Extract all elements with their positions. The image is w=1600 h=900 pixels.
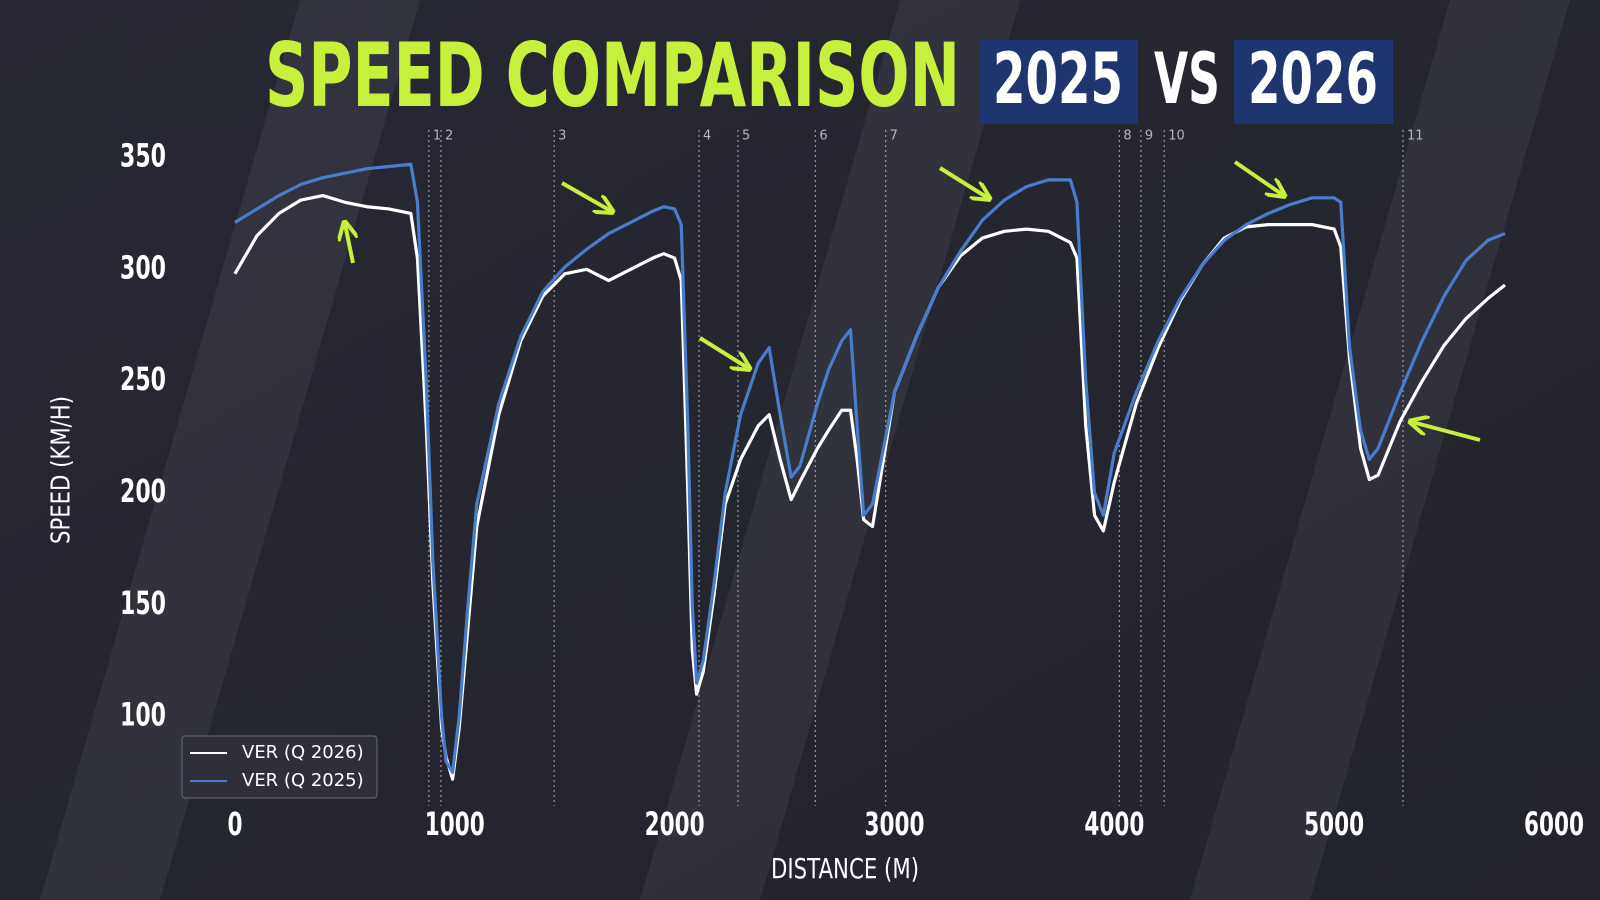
title-badge [979, 40, 1138, 124]
y-tick-label: 300 [120, 248, 166, 286]
y-tick-label: 200 [120, 472, 166, 510]
x-tick-label: 3000 [864, 805, 924, 843]
arrow [938, 166, 988, 198]
plot: 100 150 200 250 300 350 0 1000 2000 3000 4000 5000 6… [120, 129, 1584, 844]
x-axis-label: DISTANCE (M) [771, 852, 919, 885]
arrow [561, 181, 611, 211]
x-tick-label: 5000 [1304, 805, 1364, 843]
corner-label: 6 [819, 129, 827, 144]
legend-label: VER (Q 2025) [242, 770, 364, 791]
arrow [698, 336, 748, 368]
corner-label: 3 [558, 129, 566, 144]
chart-title: SPEED COMPARISON [265, 24, 960, 127]
y-tick-label: 100 [120, 696, 166, 734]
corner-label: 4 [703, 129, 711, 144]
corner-label: 5 [742, 129, 750, 144]
y-tick-label: 250 [120, 360, 166, 398]
y-tick-label: 350 [120, 137, 166, 175]
legend-label: VER (Q 2026) [242, 742, 364, 763]
title-joiner: VS [1154, 38, 1220, 120]
x-tick-label: 2000 [645, 805, 705, 843]
corner-label: 8 [1123, 129, 1131, 144]
title-badge-text: 2026 [1248, 38, 1378, 120]
corner-label: 11 [1407, 129, 1424, 144]
x-tick-label: 0 [227, 805, 242, 843]
corner-label: 10 [1168, 129, 1185, 144]
title-badge-text: 2025 [993, 38, 1123, 120]
corner-label: 1 [433, 129, 441, 144]
corner-label: 7 [890, 129, 898, 144]
title-badge [1234, 40, 1393, 124]
legend-box [181, 735, 378, 799]
x-tick-label: 4000 [1084, 805, 1144, 843]
arrow [345, 224, 353, 264]
x-tick-label: 6000 [1524, 805, 1584, 843]
series-line [234, 162, 1506, 775]
y-axis-label: SPEED (KM/H) [47, 396, 77, 544]
corner-label: 9 [1145, 129, 1153, 144]
background-stripes [40, 0, 1570, 900]
x-tick-label: 1000 [425, 805, 485, 843]
annotation-arrows [345, 160, 1481, 442]
corner-label: 2 [445, 129, 453, 144]
series-line [233, 193, 1506, 781]
arrow [1412, 422, 1481, 442]
arrow [1233, 160, 1283, 195]
legend: VER (Q 2026) VER (Q 2025) [181, 735, 378, 799]
y-tick-label: 150 [120, 584, 166, 622]
